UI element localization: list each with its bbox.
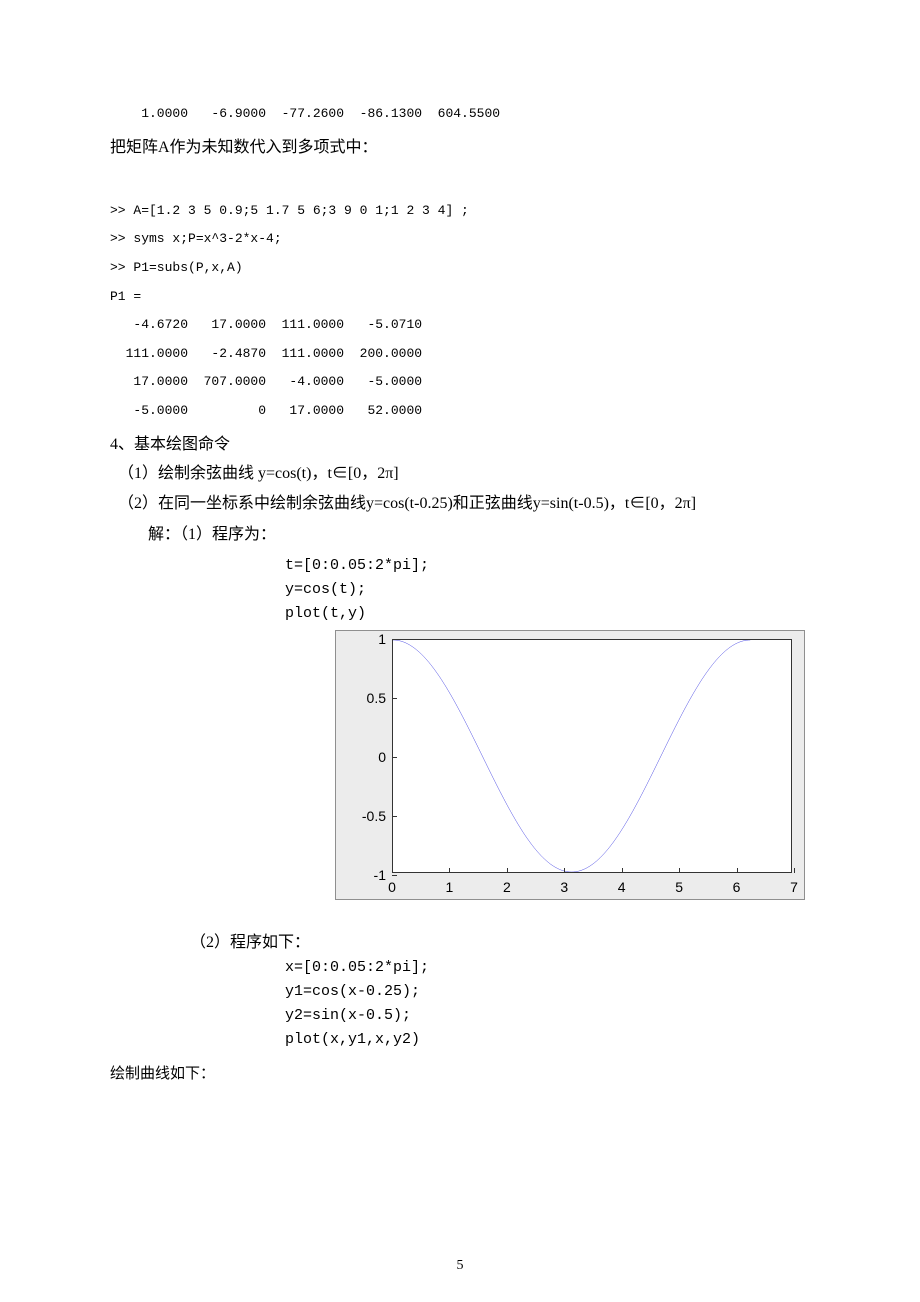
chart-1-ytick-mark — [392, 816, 397, 817]
code-line: plot(x,y1,x,y2) — [285, 1031, 420, 1048]
code-line: >> P1=subs(P,x,A) — [110, 260, 243, 275]
chart-1-ytick-label: 1 — [336, 631, 386, 647]
matrix-row: 111.0000 -2.4870 111.0000 200.0000 — [110, 346, 422, 361]
chart-1: -1 -0.5 0 0.5 1 0 1 2 3 4 5 6 7 — [335, 630, 805, 900]
solution-label-1: 解：（1）程序为： — [110, 520, 810, 550]
chart-1-xtick-mark — [449, 868, 450, 873]
chart-1-ytick-mark — [392, 698, 397, 699]
chart-1-ytick-label: 0.5 — [336, 690, 386, 706]
code-line: P1 = — [110, 289, 141, 304]
chart-1-axes — [392, 639, 792, 873]
code-line: y2=sin(x-0.5); — [285, 1007, 411, 1024]
heading-matrix-subst: 把矩阵A作为未知数代入到多项式中： — [110, 133, 810, 163]
chart-1-xtick-label: 2 — [503, 879, 511, 895]
chart-1-ytick-label: -0.5 — [336, 808, 386, 824]
chart-1-ytick-mark — [392, 875, 397, 876]
code-line: x=[0:0.05:2*pi]; — [285, 959, 429, 976]
chart-1-ytick-mark — [392, 639, 397, 640]
section-4-item-2: （2）在同一坐标系中绘制余弦曲线y=cos(t-0.25)和正弦曲线y=sin(… — [110, 489, 810, 519]
section-4-item-1: （1）绘制余弦曲线 y=cos(t)，t∈[0，2π] — [110, 459, 810, 489]
chart-1-xtick-mark — [564, 868, 565, 873]
code-block-plot2: x=[0:0.05:2*pi]; y1=cos(x-0.25); y2=sin(… — [110, 956, 810, 1052]
code-line: y1=cos(x-0.25); — [285, 983, 420, 1000]
chart-1-xtick-mark — [507, 868, 508, 873]
chart-1-xtick-mark — [679, 868, 680, 873]
chart-1-xtick-label: 5 — [675, 879, 683, 895]
chart-1-xtick-label: 4 — [618, 879, 626, 895]
chart-1-ytick-mark — [392, 757, 397, 758]
chart-1-xtick-label: 6 — [733, 879, 741, 895]
chart-1-xtick-mark — [737, 868, 738, 873]
code-line: >> A=[1.2 3 5 0.9;5 1.7 5 6;3 9 0 1;1 2 … — [110, 203, 469, 218]
code-line: t=[0:0.05:2*pi]; — [285, 557, 429, 574]
chart-1-xtick-label: 3 — [560, 879, 568, 895]
code-line: y=cos(t); — [285, 581, 366, 598]
chart-1-xtick-label: 0 — [388, 879, 396, 895]
code-block-plot1: t=[0:0.05:2*pi]; y=cos(t); plot(t,y) — [110, 554, 810, 626]
code-line: plot(t,y) — [285, 605, 366, 622]
chart-1-container: -1 -0.5 0 0.5 1 0 1 2 3 4 5 6 7 — [110, 630, 810, 900]
matrix-row: 17.0000 707.0000 -4.0000 -5.0000 — [110, 374, 422, 389]
solution-label-2: （2）程序如下： — [110, 928, 810, 952]
chart-1-xtick-mark — [392, 868, 393, 873]
output-row-top: 1.0000 -6.9000 -77.2600 -86.1300 604.550… — [110, 100, 810, 129]
chart-1-xtick-label: 1 — [446, 879, 454, 895]
matrix-row: -4.6720 17.0000 111.0000 -5.0710 — [110, 317, 422, 332]
chart-1-line — [393, 640, 791, 872]
chart-1-ytick-label: 0 — [336, 749, 386, 765]
page: 1.0000 -6.9000 -77.2600 -86.1300 604.550… — [0, 0, 920, 1302]
section-4-title: 4、基本绘图命令 — [110, 430, 810, 460]
matrix-row: -5.0000 0 17.0000 52.0000 — [110, 403, 422, 418]
final-note: 绘制曲线如下： — [110, 1062, 810, 1083]
chart-1-xtick-label: 7 — [790, 879, 798, 895]
page-number: 5 — [0, 1258, 920, 1274]
code-block-matrix: >> A=[1.2 3 5 0.9;5 1.7 5 6;3 9 0 1;1 2 … — [110, 168, 810, 425]
code-line: >> syms x;P=x^3-2*x-4; — [110, 231, 282, 246]
chart-1-xtick-mark — [794, 868, 795, 873]
chart-1-xtick-mark — [622, 868, 623, 873]
chart-1-ytick-label: -1 — [336, 867, 386, 883]
